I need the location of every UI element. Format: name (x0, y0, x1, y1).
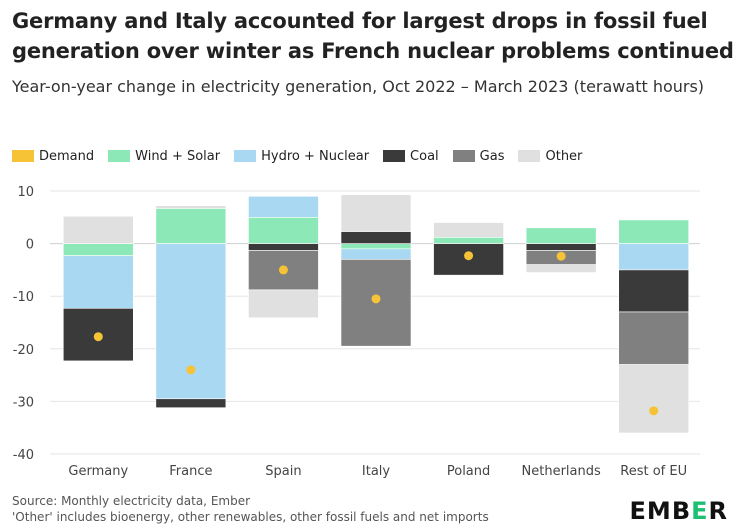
other-note: 'Other' includes bioenergy, other renewa… (12, 510, 489, 524)
y-tick-label: -20 (13, 343, 34, 358)
demand-point (186, 365, 196, 375)
bar-segment (618, 311, 690, 365)
x-tick-label: Spain (265, 464, 301, 479)
bar-segment (248, 289, 319, 319)
bar-segment (155, 208, 227, 244)
legend-label-coal: Coal (410, 148, 439, 164)
legend-item-hydro-nuclear: Hydro + Nuclear (234, 149, 369, 164)
bar-segment (248, 216, 319, 244)
x-tick-label: Germany (68, 464, 128, 479)
bar-segment (340, 194, 412, 232)
legend-label-demand: Demand (39, 148, 95, 164)
legend-item-coal: Coal (383, 149, 439, 164)
legend-label-gas: Gas (479, 148, 505, 164)
x-tick-label: Poland (447, 464, 490, 479)
source-note: Source: Monthly electricity data, Ember (12, 494, 251, 508)
legend-swatch-coal (383, 150, 406, 162)
bar-segment (62, 243, 134, 256)
bar-segment (340, 248, 412, 260)
demand-point (278, 265, 288, 275)
bar-segment (618, 269, 690, 313)
y-tick-label: 10 (17, 185, 34, 200)
legend-item-wind-solar: Wind + Solar (108, 149, 220, 164)
bar-segment (433, 236, 504, 244)
bar-segment (618, 219, 690, 244)
demand-point (371, 294, 381, 304)
x-tick-label: Italy (362, 464, 391, 479)
demand-point (556, 251, 566, 261)
stacked-bar-chart: 10 0 -10 -20 -30 -40 Germany France Spain Italy Po… (13, 185, 700, 479)
chart-title: Germany and Italy accounted for largest … (12, 9, 734, 63)
bar-segment (155, 243, 227, 400)
demand-point (464, 251, 474, 261)
bar-segment (62, 215, 134, 244)
bar-segment (433, 222, 504, 238)
chart-subtitle: Year-on-year change in electricity gener… (12, 77, 705, 96)
legend: Demand Wind + Solar Hydro + Nuclear Coal… (12, 146, 582, 166)
y-tick-label: -30 (13, 395, 34, 410)
legend-label-other: Other (545, 148, 583, 164)
legend-item-gas: Gas (452, 148, 505, 164)
legend-label-hydro-nuclear: Hydro + Nuclear (261, 148, 370, 164)
legend-swatch-demand (12, 150, 34, 162)
bar-segment (525, 227, 597, 244)
bar-segment (155, 205, 227, 209)
ember-logo: EMBER (629, 497, 728, 525)
legend-swatch-gas (452, 150, 475, 162)
bar-segment (62, 307, 134, 362)
y-tick-label: -40 (13, 448, 34, 463)
demand-point (93, 332, 103, 342)
legend-swatch-other (518, 150, 541, 162)
legend-swatch-wind-solar (108, 150, 131, 162)
bar-segment (340, 231, 412, 244)
bar-segment (248, 243, 319, 251)
y-tick-label: 0 (26, 238, 34, 253)
bar-segment (340, 243, 412, 250)
legend-swatch-hydro-nuclear (234, 150, 257, 162)
bar-segment (618, 243, 690, 271)
legend-item-other: Other (518, 149, 582, 164)
legend-item-demand: Demand (12, 149, 94, 164)
demand-point (649, 406, 659, 416)
bar-segment (525, 243, 597, 251)
footer: Source: Monthly electricity data, Ember … (12, 493, 489, 525)
x-tick-label: France (169, 464, 212, 479)
x-tick-label: Netherlands (522, 464, 601, 479)
bar-segment (525, 264, 597, 273)
bar-segment (618, 364, 690, 434)
legend-label-wind-solar: Wind + Solar (135, 148, 221, 164)
bar-segment (62, 255, 134, 309)
bar-segment (155, 398, 227, 409)
x-tick-label: Rest of EU (620, 464, 687, 479)
bar-segment (248, 195, 319, 218)
y-tick-label: -10 (13, 290, 34, 305)
